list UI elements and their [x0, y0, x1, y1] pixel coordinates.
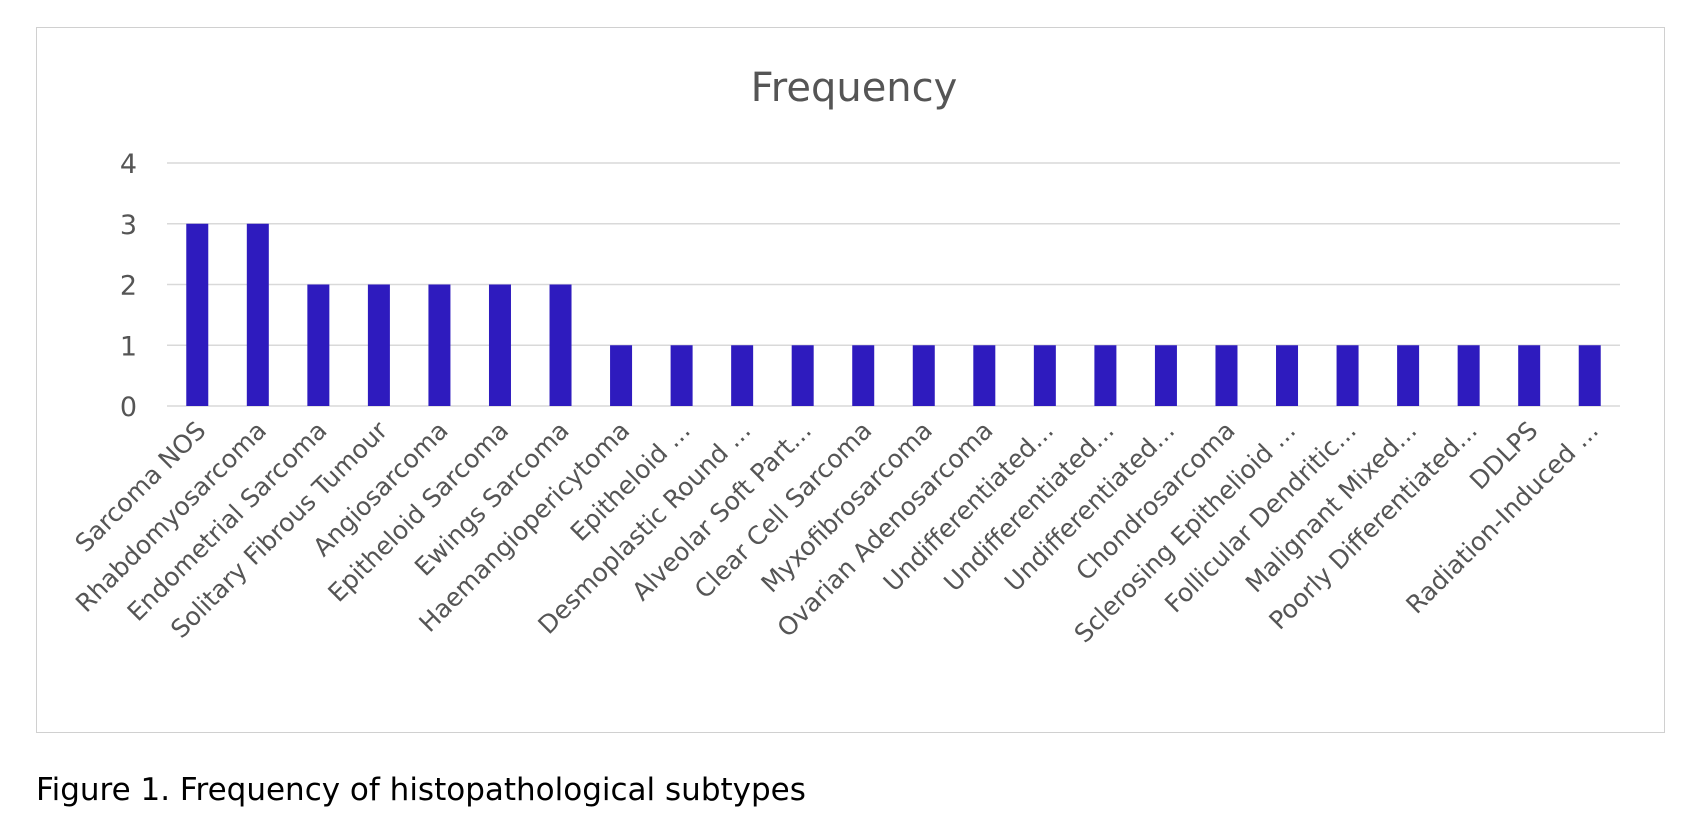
bar	[610, 345, 633, 406]
bar	[246, 223, 269, 406]
bar	[186, 223, 209, 406]
bar-chart: Frequency 0 1 2 3 4 Sarcoma NOSRhabdomyosarc…	[70, 65, 1620, 648]
bar	[1094, 345, 1117, 406]
chart-title: Frequency	[751, 65, 958, 111]
bar	[1457, 345, 1480, 406]
bars	[186, 223, 1601, 406]
y-tick-label: 2	[120, 271, 137, 302]
bar	[1276, 345, 1299, 406]
bar	[307, 284, 330, 406]
bar	[852, 345, 875, 406]
bar	[912, 345, 935, 406]
bar	[428, 284, 451, 406]
bar	[670, 345, 693, 406]
bar	[973, 345, 996, 406]
y-axis-ticks: 0 1 2 3 4	[120, 149, 137, 423]
bar	[1154, 345, 1177, 406]
bar	[1578, 345, 1601, 406]
bar	[549, 284, 572, 406]
y-tick-label: 1	[120, 331, 137, 362]
bar	[1518, 345, 1541, 406]
bar	[731, 345, 754, 406]
bar	[1397, 345, 1420, 406]
bar	[488, 284, 511, 406]
bar	[1033, 345, 1056, 406]
chart-area: Frequency 0 1 2 3 4 Sarcoma NOS Rhabdomyosarc…	[36, 27, 1665, 733]
y-tick-label: 4	[120, 149, 137, 180]
figure-caption: Figure 1. Frequency of histopathological…	[36, 772, 806, 808]
bar	[791, 345, 814, 406]
bar	[1215, 345, 1238, 406]
y-tick-label: 0	[120, 392, 137, 423]
y-tick-label: 3	[120, 210, 137, 241]
bar	[1336, 345, 1359, 406]
bar	[367, 284, 390, 406]
gridlines	[167, 162, 1620, 407]
